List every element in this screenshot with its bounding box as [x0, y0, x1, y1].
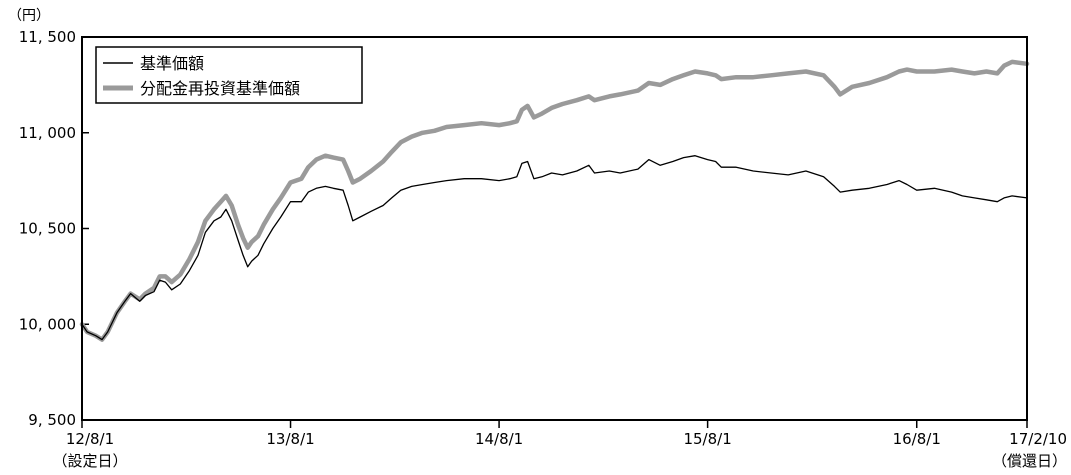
y-tick-label: 11, 500 — [19, 28, 76, 46]
y-axis-unit-label: （円） — [8, 8, 50, 24]
x-tick-label: 16/8/1 — [893, 430, 941, 448]
x-tick-sublabel: （償還日） — [992, 452, 1067, 470]
x-tick-sublabel: （設定日） — [52, 452, 127, 470]
legend: 基準価額 分配金再投資基準価額 — [95, 46, 363, 104]
series-line-reinvested-nav — [79, 59, 1030, 342]
series-lines — [79, 59, 1030, 342]
x-tick-label: 17/2/10 — [1009, 430, 1067, 448]
legend-label-nav: 基準価額 — [140, 54, 204, 73]
legend-box — [95, 46, 363, 104]
y-tick-label: 10, 500 — [19, 220, 76, 238]
y-tick-label: 9, 500 — [28, 411, 76, 429]
y-tick-label: 11, 000 — [19, 124, 76, 142]
x-axis-ticks: 12/8/1 （設定日） 13/8/1 14/8/1 15/8/1 16/8/1 17/2/… — [52, 420, 1067, 470]
x-tick-label: 15/8/1 — [683, 430, 731, 448]
x-tick-label: 12/8/1 — [66, 430, 114, 448]
legend-label-reinvested-nav: 分配金再投資基準価額 — [140, 79, 300, 98]
series-line-nav — [81, 155, 1028, 341]
plot-frame — [81, 36, 1028, 421]
x-tick-label: 14/8/1 — [475, 430, 523, 448]
x-tick-label: 13/8/1 — [266, 430, 314, 448]
y-tick-label: 10, 000 — [19, 315, 76, 333]
y-axis-ticks: 9, 500 10, 000 10, 500 11, 000 11, 500 — [19, 28, 89, 429]
